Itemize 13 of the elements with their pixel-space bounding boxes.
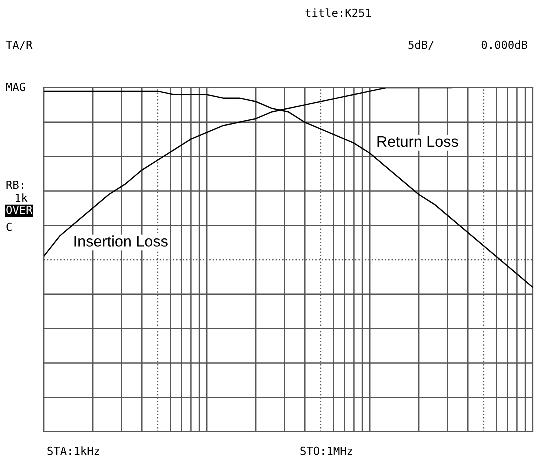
text: C (6, 222, 12, 232)
text: OVER (6, 206, 33, 214)
text: TA/R (6, 40, 33, 50)
text: STA:1kHz (48, 446, 100, 456)
text: 1k (16, 194, 28, 202)
text: RB: (6, 180, 24, 190)
chart-title: title:K251 (306, 8, 372, 18)
text: 5dB/ (408, 40, 434, 50)
series-label: Insertion Loss (74, 236, 168, 247)
text: 0.000dB (482, 40, 528, 50)
text: MAG (6, 82, 26, 92)
series-label: Return Loss (378, 136, 458, 148)
text: STO:1MHz (300, 446, 352, 456)
